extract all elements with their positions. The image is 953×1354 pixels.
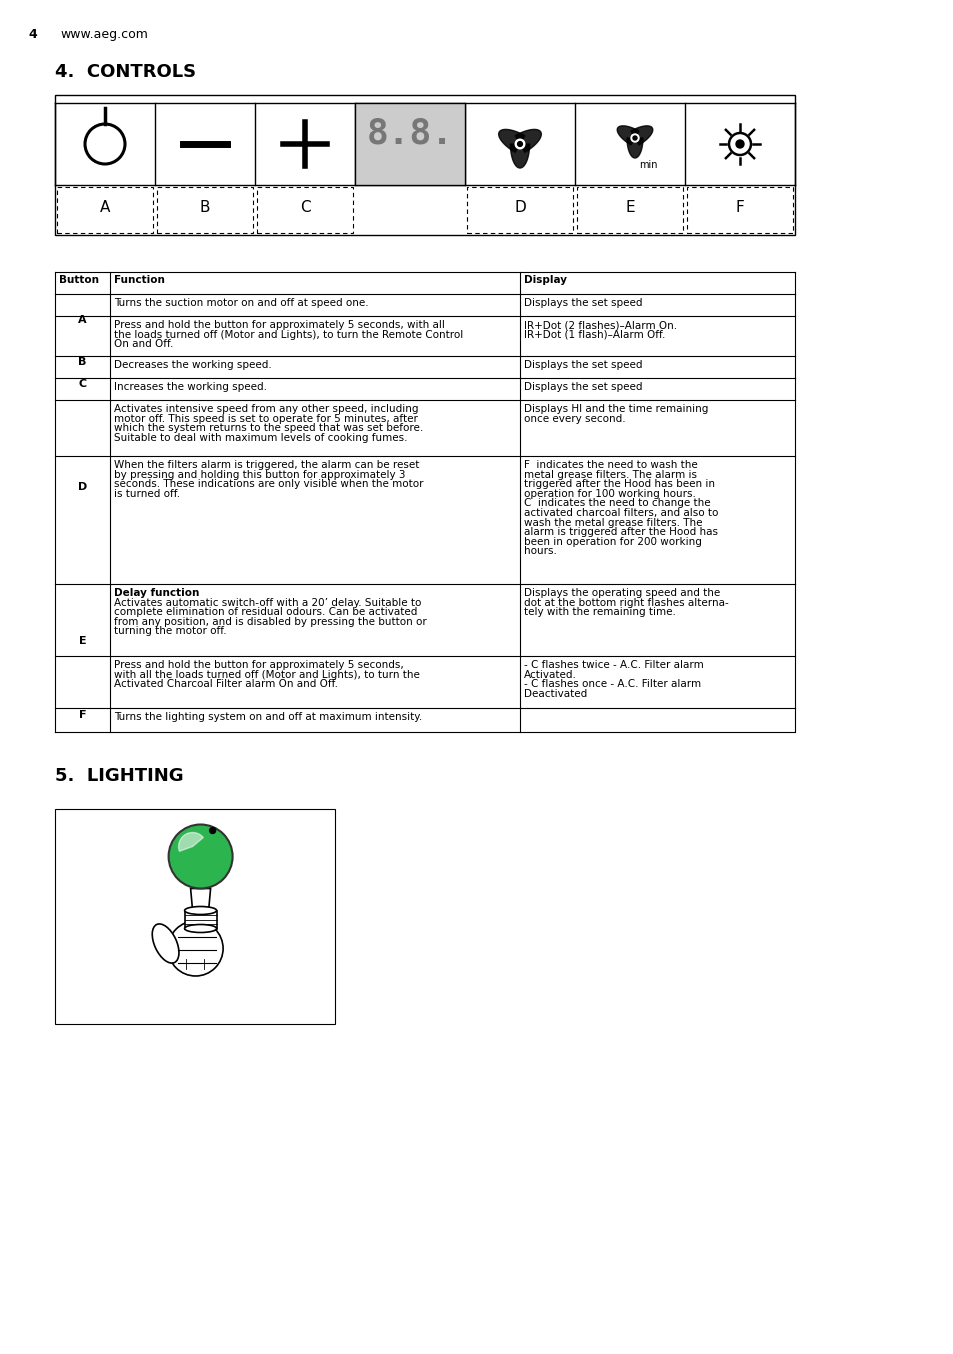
- Text: Displays the operating speed and the: Displays the operating speed and the: [523, 588, 720, 598]
- Text: www.aeg.com: www.aeg.com: [60, 28, 148, 41]
- Text: complete elimination of residual odours. Can be activated: complete elimination of residual odours.…: [113, 607, 417, 617]
- Text: turning the motor off.: turning the motor off.: [113, 627, 227, 636]
- Ellipse shape: [185, 906, 216, 914]
- Text: hours.: hours.: [523, 547, 557, 556]
- Text: been in operation for 200 working: been in operation for 200 working: [523, 536, 701, 547]
- Bar: [157, 187, 253, 233]
- Text: On and Off.: On and Off.: [113, 340, 173, 349]
- Text: by pressing and holding this button for approximately 3: by pressing and holding this button for …: [113, 470, 405, 479]
- Text: Activates automatic switch-off with a 20’ delay. Suitable to: Activates automatic switch-off with a 20…: [113, 597, 421, 608]
- Bar: [185, 910, 216, 929]
- Circle shape: [210, 827, 215, 834]
- Text: Activated Charcoal Filter alarm On and Off.: Activated Charcoal Filter alarm On and O…: [113, 680, 337, 689]
- Text: Button: Button: [59, 275, 99, 284]
- Circle shape: [633, 135, 637, 139]
- Bar: [467, 187, 573, 233]
- Polygon shape: [515, 130, 540, 152]
- Text: is turned off.: is turned off.: [113, 489, 180, 498]
- Text: Displays HI and the time remaining: Displays HI and the time remaining: [523, 403, 708, 414]
- Text: triggered after the Hood has been in: triggered after the Hood has been in: [523, 479, 714, 489]
- Bar: [355, 103, 464, 185]
- Circle shape: [515, 139, 524, 149]
- Text: Turns the suction motor on and off at speed one.: Turns the suction motor on and off at sp…: [113, 298, 368, 307]
- Circle shape: [728, 133, 750, 154]
- Bar: [256, 187, 353, 233]
- Text: activated charcoal filters, and also to: activated charcoal filters, and also to: [523, 508, 718, 519]
- Text: C: C: [78, 379, 87, 389]
- Ellipse shape: [152, 923, 179, 963]
- Text: - C flashes twice - A.C. Filter alarm: - C flashes twice - A.C. Filter alarm: [523, 659, 703, 670]
- Text: A: A: [78, 315, 87, 325]
- Text: Increases the working speed.: Increases the working speed.: [113, 382, 267, 393]
- Polygon shape: [510, 144, 529, 168]
- Text: alarm is triggered after the Hood has: alarm is triggered after the Hood has: [523, 527, 718, 538]
- Text: 8.8.: 8.8.: [366, 116, 453, 152]
- Text: from any position, and is disabled by pressing the button or: from any position, and is disabled by pr…: [113, 617, 426, 627]
- Polygon shape: [617, 126, 639, 145]
- Polygon shape: [626, 138, 642, 158]
- Polygon shape: [191, 888, 211, 910]
- Text: Activates intensive speed from any other speed, including: Activates intensive speed from any other…: [113, 403, 418, 414]
- Text: seconds. These indications are only visible when the motor: seconds. These indications are only visi…: [113, 479, 423, 489]
- Text: Press and hold the button for approximately 5 seconds,: Press and hold the button for approximat…: [113, 659, 403, 670]
- Text: A: A: [100, 200, 111, 215]
- Text: Displays the set speed: Displays the set speed: [523, 360, 641, 370]
- Text: Displays the set speed: Displays the set speed: [523, 382, 641, 393]
- Text: 4.  CONTROLS: 4. CONTROLS: [55, 64, 196, 81]
- Bar: [55, 95, 794, 236]
- Text: min: min: [639, 160, 657, 171]
- Text: E: E: [78, 636, 86, 646]
- Bar: [57, 187, 152, 233]
- Text: Suitable to deal with maximum levels of cooking fumes.: Suitable to deal with maximum levels of …: [113, 433, 407, 443]
- Text: B: B: [199, 200, 210, 215]
- Circle shape: [630, 134, 639, 142]
- Bar: [55, 808, 335, 1024]
- Text: E: E: [624, 200, 634, 215]
- Text: 4: 4: [28, 28, 37, 41]
- Text: C  indicates the need to change the: C indicates the need to change the: [523, 498, 710, 508]
- Polygon shape: [498, 130, 524, 152]
- Circle shape: [517, 142, 522, 146]
- Text: Function: Function: [113, 275, 165, 284]
- Text: IR+Dot (1 flash)–Alarm Off.: IR+Dot (1 flash)–Alarm Off.: [523, 329, 664, 340]
- Text: Deactivated: Deactivated: [523, 689, 587, 699]
- Text: tely with the remaining time.: tely with the remaining time.: [523, 607, 675, 617]
- Wedge shape: [178, 833, 203, 852]
- Text: C: C: [299, 200, 310, 215]
- Text: Display: Display: [523, 275, 566, 284]
- Text: D: D: [514, 200, 525, 215]
- Text: motor off. This speed is set to operate for 5 minutes, after: motor off. This speed is set to operate …: [113, 413, 417, 424]
- Bar: [577, 187, 682, 233]
- Text: wash the metal grease filters. The: wash the metal grease filters. The: [523, 517, 701, 528]
- Text: D: D: [78, 482, 87, 492]
- Text: operation for 100 working hours.: operation for 100 working hours.: [523, 489, 695, 498]
- Text: Activated.: Activated.: [523, 670, 577, 680]
- Text: the loads turned off (Motor and Lights), to turn the Remote Control: the loads turned off (Motor and Lights),…: [113, 329, 463, 340]
- Text: Displays the set speed: Displays the set speed: [523, 298, 641, 307]
- Text: once every second.: once every second.: [523, 413, 625, 424]
- Bar: [686, 187, 792, 233]
- Text: When the filters alarm is triggered, the alarm can be reset: When the filters alarm is triggered, the…: [113, 460, 419, 470]
- Text: B: B: [78, 357, 87, 367]
- Text: 5.  LIGHTING: 5. LIGHTING: [55, 766, 183, 785]
- Text: IR+Dot (2 flashes)–Alarm On.: IR+Dot (2 flashes)–Alarm On.: [523, 320, 677, 330]
- Text: F: F: [735, 200, 743, 215]
- Text: metal grease filters. The alarm is: metal grease filters. The alarm is: [523, 470, 697, 479]
- Text: Decreases the working speed.: Decreases the working speed.: [113, 360, 272, 370]
- Text: F: F: [79, 709, 86, 720]
- Text: Press and hold the button for approximately 5 seconds, with all: Press and hold the button for approximat…: [113, 320, 444, 330]
- Text: Turns the lighting system on and off at maximum intensity.: Turns the lighting system on and off at …: [113, 712, 422, 722]
- Text: dot at the bottom right flashes alterna-: dot at the bottom right flashes alterna-: [523, 597, 728, 608]
- Ellipse shape: [185, 925, 216, 933]
- Text: which the system returns to the speed that was set before.: which the system returns to the speed th…: [113, 424, 423, 433]
- Text: with all the loads turned off (Motor and Lights), to turn the: with all the loads turned off (Motor and…: [113, 670, 419, 680]
- Ellipse shape: [168, 921, 223, 976]
- Circle shape: [735, 139, 743, 148]
- Polygon shape: [630, 126, 652, 145]
- Text: Delay function: Delay function: [113, 588, 199, 598]
- Text: F  indicates the need to wash the: F indicates the need to wash the: [523, 460, 697, 470]
- Text: - C flashes once - A.C. Filter alarm: - C flashes once - A.C. Filter alarm: [523, 680, 700, 689]
- Circle shape: [85, 125, 125, 164]
- Circle shape: [169, 825, 233, 888]
